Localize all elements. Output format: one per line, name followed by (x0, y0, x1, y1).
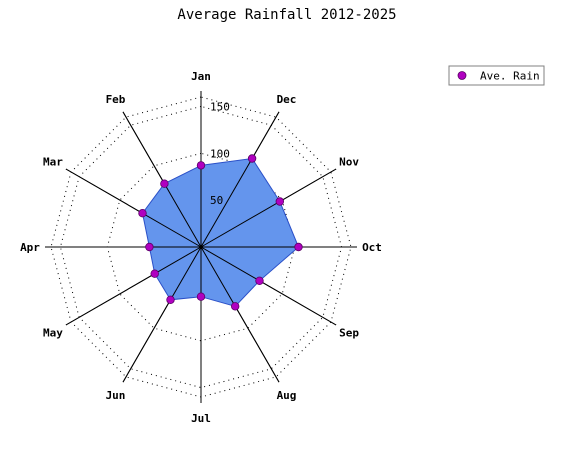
chart-title: Average Rainfall 2012-2025 (177, 7, 396, 23)
data-point-jul (196, 292, 206, 301)
r-tick-label: 50 (210, 194, 223, 207)
radar-series (45, 91, 357, 403)
axis-spoke-overlay (122, 246, 202, 383)
category-label-nov: Nov (339, 156, 359, 169)
category-label-may: May (43, 327, 63, 340)
category-label-oct: Oct (362, 241, 382, 254)
axis-spoke-overlay (200, 246, 280, 383)
legend-label: Ave. Rain (480, 70, 540, 83)
data-point-jan (196, 161, 206, 170)
category-label-aug: Aug (277, 389, 297, 402)
radar-category-labels: Jan Feb Mar Apr May Jun Jul Aug Sep Oct Nov Dec (20, 70, 382, 425)
data-point-nov (275, 197, 284, 206)
axis-spoke-overlay (122, 111, 202, 248)
category-label-jan: Jan (191, 70, 211, 83)
legend-marker (457, 71, 467, 80)
legend-box (448, 65, 545, 86)
data-point-dec (247, 154, 257, 163)
data-point-jun (166, 295, 175, 304)
data-point-feb (160, 179, 169, 188)
axis-spoke-overlay (65, 246, 202, 326)
axis-spoke-overlay (200, 168, 337, 248)
category-label-dec: Dec (277, 93, 297, 106)
data-point-mar (138, 208, 147, 218)
category-label-apr: Apr (20, 241, 40, 254)
category-label-sep: Sep (339, 327, 359, 340)
category-label-jun: Jun (106, 389, 126, 402)
category-label-mar: Mar (43, 156, 63, 169)
category-label-jul: Jul (191, 412, 211, 425)
data-point-oct (294, 242, 303, 252)
data-point-sep (255, 276, 264, 285)
radar-tick-labels: 50 100 150 (210, 100, 230, 207)
category-label-feb: Feb (106, 93, 126, 106)
data-point-may (150, 269, 159, 278)
r-tick-label: 100 (210, 147, 230, 160)
data-point-aug (230, 302, 240, 311)
legend: Ave. Rain (448, 65, 545, 86)
axis-spoke-overlay (65, 168, 202, 248)
axis-spoke-overlay (200, 246, 337, 326)
axis-spoke-overlay (200, 111, 280, 248)
data-point-apr (145, 242, 154, 252)
r-tick-label: 150 (210, 100, 230, 113)
